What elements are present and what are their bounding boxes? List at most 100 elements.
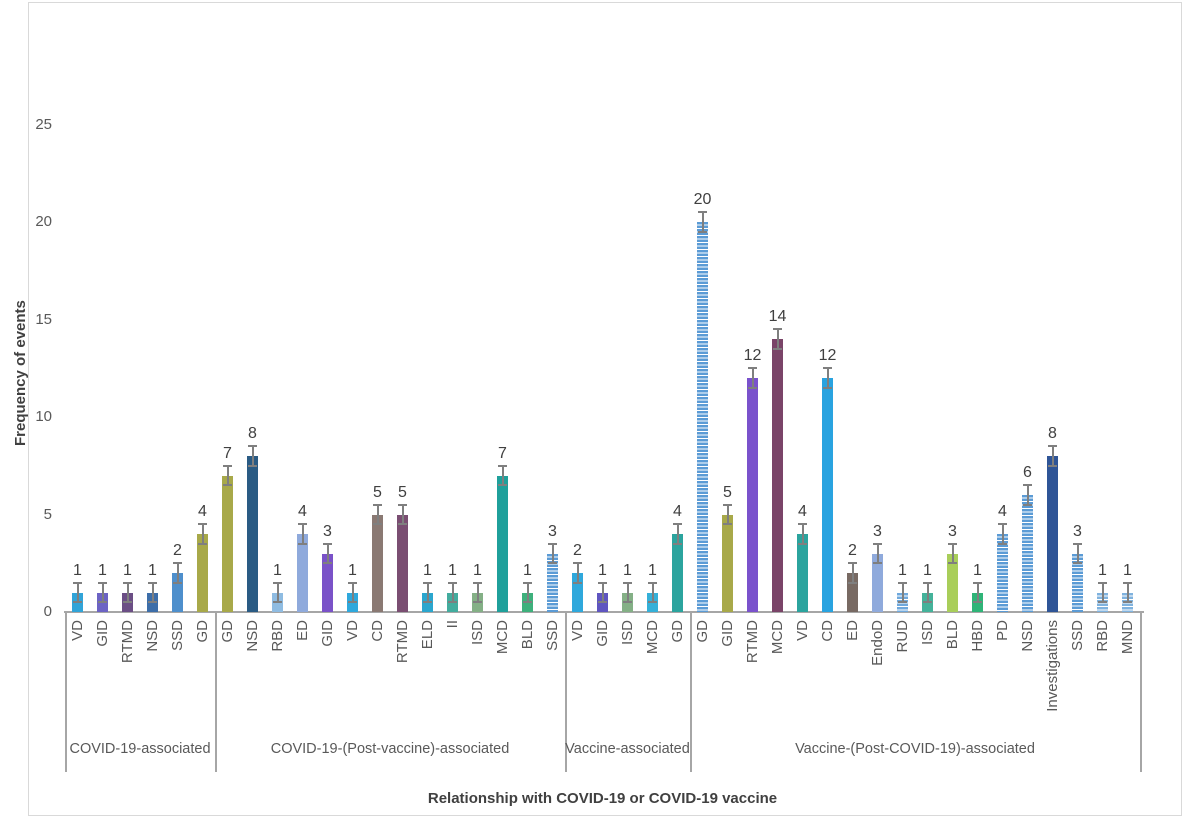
bar-category-label: SSD <box>544 620 561 651</box>
error-bar-cap-top <box>798 523 807 526</box>
error-bar-cap-top <box>898 581 907 584</box>
y-axis-tick-label: 10 <box>35 408 52 425</box>
error-bar-cap-top <box>848 562 857 565</box>
y-axis-tick-label: 15 <box>35 310 52 328</box>
error-bar-cap-bottom <box>998 542 1007 545</box>
bar-category-label: RBD <box>1094 620 1111 652</box>
error-bar-cap-bottom <box>573 581 582 584</box>
bar-value-label: 4 <box>673 503 682 521</box>
bar <box>572 573 583 612</box>
bar <box>197 534 208 612</box>
error-bar-cap-bottom <box>898 601 907 604</box>
bar-value-label: 3 <box>1073 522 1082 540</box>
bar-value-label: 20 <box>693 191 712 209</box>
error-bar-cap-top <box>423 581 432 584</box>
bar-category-label: VD <box>69 620 86 641</box>
group-divider <box>565 612 567 772</box>
error-bar-cap-bottom <box>423 601 432 604</box>
y-axis-tick-label: 5 <box>43 505 52 523</box>
error-bar-cap-bottom <box>1123 601 1132 604</box>
error-bar-cap-top <box>273 581 282 584</box>
bar <box>747 378 758 612</box>
bar-value-label: 1 <box>1098 561 1107 579</box>
error-bar-cap-bottom <box>448 601 457 604</box>
error-bar-cap-bottom <box>973 601 982 604</box>
error-bar-cap-bottom <box>848 581 857 584</box>
bar-category-label: NSD <box>1019 620 1036 652</box>
error-bar-line <box>1101 582 1104 603</box>
error-bar-line <box>276 582 279 603</box>
bar-value-label: 1 <box>523 561 532 579</box>
error-bar-line <box>526 582 529 603</box>
error-bar-cap-bottom <box>398 523 407 526</box>
bar-category-label: PD <box>994 620 1011 641</box>
error-bar-cap-bottom <box>373 523 382 526</box>
error-bar-cap-top <box>298 523 307 526</box>
bar <box>172 573 183 612</box>
bar-value-label: 1 <box>98 561 107 579</box>
error-bar-cap-top <box>223 464 232 467</box>
error-bar-cap-bottom <box>173 581 182 584</box>
bar-category-label: RTMD <box>744 620 761 664</box>
error-bar-cap-bottom <box>1048 464 1057 467</box>
bar-value-label: 1 <box>973 561 982 579</box>
bar-value-label: 5 <box>723 483 732 501</box>
group-divider <box>1140 612 1142 772</box>
bar-category-label: VD <box>344 620 361 641</box>
bar-category-label: SSD <box>1069 620 1086 651</box>
bar-category-label: VD <box>794 620 811 641</box>
bar <box>397 514 408 612</box>
bar-category-label: II <box>444 620 461 629</box>
error-bar-cap-bottom <box>123 601 132 604</box>
error-bar-cap-bottom <box>748 386 757 389</box>
group-label: COVID-19-(Post-vaccine)-associated <box>270 741 510 757</box>
error-bar-cap-top <box>573 562 582 565</box>
group-divider <box>65 612 67 772</box>
bar <box>372 514 383 612</box>
bar-value-label: 4 <box>998 503 1007 521</box>
error-bar-line <box>76 582 79 603</box>
bar-value-label: 4 <box>298 503 307 521</box>
error-bar-line <box>126 582 129 603</box>
bar-category-label: GID <box>94 620 111 647</box>
bar-category-label: GD <box>669 620 686 643</box>
bar-value-label: 6 <box>1023 464 1032 482</box>
bar <box>847 573 858 612</box>
error-bar-line <box>901 582 904 603</box>
bar-category-label: GD <box>219 620 236 643</box>
error-bar-line <box>426 582 429 603</box>
bar-value-label: 1 <box>123 561 132 579</box>
error-bar-line <box>451 582 454 603</box>
error-bar-line <box>1026 485 1029 505</box>
error-bar-line <box>201 524 204 544</box>
error-bar-cap-top <box>1123 581 1132 584</box>
bar-category-label: HBD <box>969 620 986 652</box>
bar-value-label: 1 <box>923 561 932 579</box>
error-bar-line <box>676 524 679 544</box>
bar-category-label: RTMD <box>394 620 411 664</box>
error-bar-line <box>851 563 854 583</box>
error-bar-line <box>701 212 704 232</box>
error-bar-cap-top <box>248 445 257 448</box>
bar <box>247 456 258 612</box>
error-bar-line <box>576 563 579 583</box>
bar-category-label: SSD <box>169 620 186 651</box>
x-axis-title: Relationship with COVID-19 or COVID-19 v… <box>427 790 778 807</box>
error-bar-cap-bottom <box>948 562 957 565</box>
bar-value-label: 1 <box>598 561 607 579</box>
bar <box>222 475 233 612</box>
error-bar-line <box>1126 582 1129 603</box>
error-bar-cap-top <box>1048 445 1057 448</box>
bar-value-label: 1 <box>1123 561 1132 579</box>
error-bar-line <box>351 582 354 603</box>
bar-category-label: CD <box>819 620 836 642</box>
error-bar-cap-top <box>698 211 707 214</box>
bar-value-label: 3 <box>548 522 557 540</box>
group-divider <box>215 612 217 772</box>
error-bar-cap-top <box>173 562 182 565</box>
bar-value-label: 8 <box>248 425 257 443</box>
error-bar-line <box>551 543 554 564</box>
error-bar-cap-top <box>523 581 532 584</box>
bar <box>947 553 958 612</box>
error-bar-cap-bottom <box>698 230 707 233</box>
